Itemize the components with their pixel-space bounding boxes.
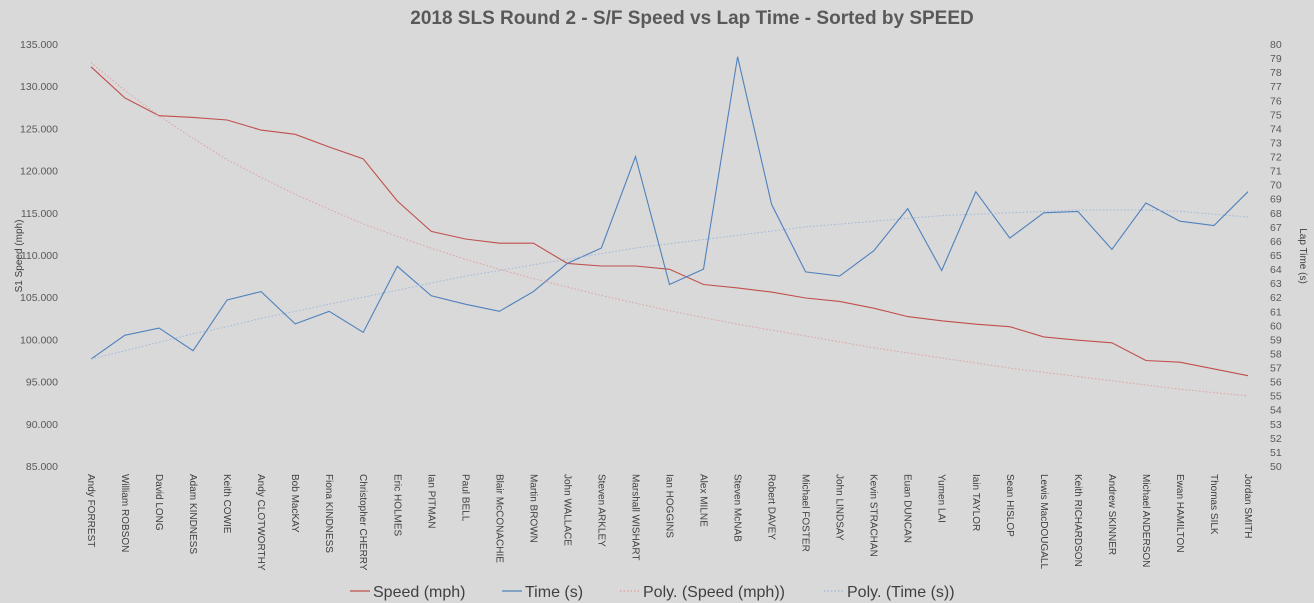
left-tick-label: 85.000 <box>26 461 58 473</box>
legend-label: Poly. (Time (s)) <box>847 584 955 601</box>
right-tick-label: 59 <box>1270 334 1282 346</box>
category-label: Robert DAVEY <box>766 474 777 540</box>
x-axis: Andy FORREST William ROBSON David LONG Adam… <box>85 474 1253 571</box>
left-tick-label: 90.000 <box>26 419 58 431</box>
category-label: Andy FORREST <box>85 474 96 547</box>
category-label: Iain TAYLOR <box>970 474 981 531</box>
legend-label: Time (s) <box>525 584 583 601</box>
category-label: Steven ARKLEY <box>595 474 606 547</box>
right-tick-label: 78 <box>1270 67 1282 79</box>
right-tick-label: 58 <box>1270 348 1282 360</box>
right-tick-label: 61 <box>1270 306 1282 318</box>
right-tick-label: 69 <box>1270 194 1282 206</box>
legend: Speed (mph) Time (s) Poly. (Speed (mph)) Po… <box>350 584 955 601</box>
category-label: Ewan HAMILTON <box>1174 474 1185 553</box>
category-label: Martin BROWN <box>527 474 538 543</box>
left-tick-label: 95.000 <box>26 377 58 389</box>
legend-label: Speed (mph) <box>373 584 466 601</box>
series-line-3 <box>90 209 1249 360</box>
category-label: Thomas SILK <box>1208 474 1219 535</box>
right-tick-label: 67 <box>1270 222 1282 234</box>
right-tick-label: 75 <box>1270 109 1282 121</box>
category-label: Sean HISLOP <box>1004 474 1015 537</box>
category-label: Michael FOSTER <box>800 474 811 552</box>
category-label: Keith COWIE <box>221 474 232 534</box>
left-tick-label: 130.000 <box>20 81 58 93</box>
right-tick-label: 63 <box>1270 278 1282 290</box>
left-axis-title: S1 Speed (mph) <box>14 220 25 293</box>
category-label: Blair McCONACHIE <box>493 474 504 563</box>
category-label: Andy CLOTWORTHY <box>255 474 266 571</box>
category-label: Christopher CHERRY <box>357 474 368 571</box>
left-tick-label: 120.000 <box>20 166 58 178</box>
right-tick-label: 56 <box>1270 377 1282 389</box>
right-tick-label: 62 <box>1270 292 1282 304</box>
legend-label: Poly. (Speed (mph)) <box>643 584 785 601</box>
series-line-1 <box>90 56 1249 360</box>
category-label: Ian PITMAN <box>425 474 436 528</box>
right-tick-label: 54 <box>1270 405 1282 417</box>
plot-area <box>90 56 1249 397</box>
category-label: Paul BELL <box>459 474 470 522</box>
right-tick-label: 60 <box>1270 320 1282 332</box>
category-label: Bob MacKAY <box>289 474 300 533</box>
right-tick-label: 57 <box>1270 363 1282 375</box>
right-tick-label: 65 <box>1270 250 1282 262</box>
right-tick-label: 71 <box>1270 166 1282 178</box>
category-label: Marshall WISHART <box>629 474 640 561</box>
category-label: Eric HOLMES <box>391 474 402 537</box>
left-axis: 135.000 130.000 125.000 120.000 115.000 110.0… <box>20 39 58 473</box>
category-label: Kevin STRACHAN <box>868 474 879 557</box>
category-label: Keith RICHARDSON <box>1072 474 1083 567</box>
right-tick-label: 74 <box>1270 123 1282 135</box>
category-label: Michael ANDERSON <box>1140 474 1151 567</box>
category-label: Ian HOGGINS <box>664 474 675 538</box>
right-tick-label: 51 <box>1270 447 1282 459</box>
left-tick-label: 115.000 <box>21 208 58 220</box>
right-tick-label: 68 <box>1270 208 1282 220</box>
right-tick-label: 66 <box>1270 236 1282 248</box>
category-label: Fiona KINDNESS <box>323 474 334 553</box>
left-tick-label: 135.000 <box>20 39 58 51</box>
category-label: Yumen LAI <box>936 474 947 523</box>
right-tick-label: 76 <box>1270 95 1282 107</box>
right-tick-label: 70 <box>1270 180 1282 192</box>
right-axis-title: Lap Time (s) <box>1297 228 1308 284</box>
category-label: David LONG <box>153 474 164 531</box>
category-label: Euan DUNCAN <box>902 474 913 543</box>
category-label: John LINDSAY <box>834 474 845 541</box>
right-tick-label: 55 <box>1270 391 1282 403</box>
right-tick-label: 73 <box>1270 137 1282 149</box>
category-label: Alex MILNE <box>698 474 709 527</box>
right-tick-label: 53 <box>1270 419 1282 431</box>
right-tick-label: 77 <box>1270 81 1282 93</box>
right-tick-label: 80 <box>1270 39 1282 51</box>
series-line-2 <box>90 62 1249 397</box>
right-tick-label: 79 <box>1270 53 1282 65</box>
category-label: John WALLACE <box>561 474 572 546</box>
left-tick-label: 125.000 <box>20 123 58 135</box>
right-axis: 80 79 78 77 76 75 74 73 72 71 70 69 68 67 66 65 64 63 62 61… <box>1270 39 1282 473</box>
series-line-0 <box>90 66 1249 377</box>
category-label: Steven McNAB <box>732 474 743 542</box>
right-tick-label: 50 <box>1270 461 1282 473</box>
left-tick-label: 110.000 <box>21 250 58 262</box>
chart-title: 2018 SLS Round 2 - S/F Speed vs Lap Time… <box>410 8 973 29</box>
right-tick-label: 64 <box>1270 264 1282 276</box>
category-label: William ROBSON <box>119 474 130 552</box>
category-label: Adam KINDNESS <box>187 474 198 554</box>
left-tick-label: 105.000 <box>20 292 58 304</box>
category-label: Jordan SMITH <box>1242 474 1253 538</box>
right-tick-label: 72 <box>1270 152 1282 164</box>
category-label: Andrew SKINNER <box>1106 474 1117 555</box>
left-tick-label: 100.000 <box>20 334 58 346</box>
category-label: Lewis MacDOUGALL <box>1038 474 1049 569</box>
right-tick-label: 52 <box>1270 433 1282 445</box>
